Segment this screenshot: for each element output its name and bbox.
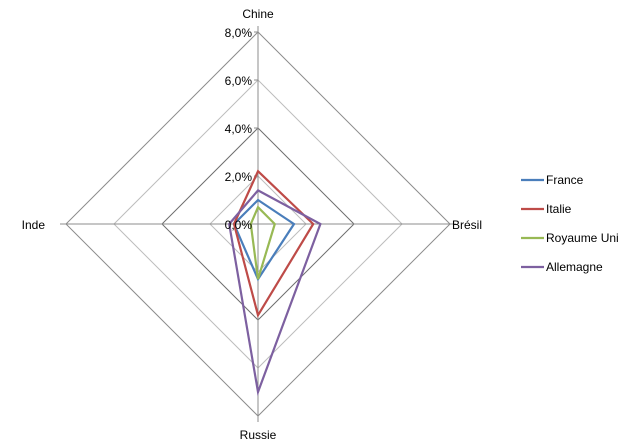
legend-label-1: Italie xyxy=(546,202,572,216)
axis-label-brésil: Brésil xyxy=(452,218,482,232)
legend: France Italie Royaume Uni Allemagne xyxy=(521,173,619,274)
axis-label-chine: Chine xyxy=(242,7,274,21)
legend-label-2: Royaume Uni xyxy=(546,231,619,245)
legend-label-3: Allemagne xyxy=(546,260,603,274)
tick-label: 8,0% xyxy=(225,26,253,40)
tick-label: 4,0% xyxy=(225,122,253,136)
tick-label: 0,0% xyxy=(225,218,253,232)
axis-label-inde: Inde xyxy=(22,218,46,232)
series-line-italie xyxy=(232,169,315,318)
legend-label-0: France xyxy=(546,173,584,187)
grid xyxy=(60,26,456,422)
axis-label-russie: Russie xyxy=(240,428,277,442)
series-lines xyxy=(228,169,322,397)
tick-label: 2,0% xyxy=(225,170,253,184)
tick-label: 6,0% xyxy=(225,74,253,88)
axis-labels: 0,0% 2,0% 4,0% 6,0% 8,0% Chine Brésil Russie Ind… xyxy=(22,7,482,442)
